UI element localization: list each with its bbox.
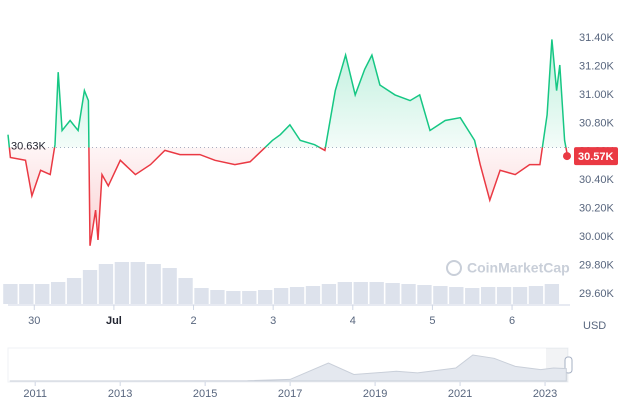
last-price-box xyxy=(574,147,618,166)
volume-bar xyxy=(305,286,321,304)
volume-bar xyxy=(401,284,416,304)
y-tick-label: 30.40K xyxy=(579,174,615,186)
y-tick-label: 30.20K xyxy=(579,203,615,215)
volume-bar xyxy=(449,287,464,304)
volume-bar xyxy=(544,284,560,304)
volume-bar xyxy=(369,282,384,304)
watermark-logo xyxy=(446,260,462,276)
navigator-tick-label: 2013 xyxy=(108,388,132,400)
volume-bar xyxy=(465,288,480,304)
x-tick-label: Jul xyxy=(106,315,122,327)
price-line xyxy=(7,39,568,246)
navigator-tick-label: 2019 xyxy=(363,388,387,400)
volume-bar xyxy=(35,284,50,304)
volume-bar xyxy=(258,290,273,304)
volume-bar xyxy=(162,268,177,304)
y-tick-label: 31.40K xyxy=(579,32,615,44)
volume-bar xyxy=(210,290,225,304)
volume-bar xyxy=(433,286,448,304)
volume-bar xyxy=(98,264,114,304)
navigator-tick-label: 2023 xyxy=(533,388,557,400)
volume-bar xyxy=(130,262,145,304)
price-area xyxy=(8,39,567,246)
y-tick-label: 29.60K xyxy=(579,288,615,300)
last-price-label: 30.57K xyxy=(578,151,614,163)
volume-bar xyxy=(226,291,241,304)
x-tick-label: 5 xyxy=(429,315,435,327)
volume-bar xyxy=(82,270,98,304)
volume-bar xyxy=(417,285,432,304)
y-tick-label: 30.80K xyxy=(579,117,615,129)
volume-bar xyxy=(385,283,400,304)
volume-bar xyxy=(178,278,193,304)
currency-label: USD xyxy=(583,320,606,332)
watermark: CoinMarketCap xyxy=(446,260,570,276)
volume-bar xyxy=(528,286,544,304)
volume-bar xyxy=(114,262,130,304)
volume-bar xyxy=(66,278,82,304)
volume-bar xyxy=(481,287,496,304)
volume-bar xyxy=(289,287,305,304)
volume-bar xyxy=(337,282,352,304)
navigator-tick-label: 2011 xyxy=(23,388,47,400)
volume-bar xyxy=(194,288,209,304)
y-tick-label: 31.00K xyxy=(579,89,615,101)
volume-bar xyxy=(146,264,161,304)
x-tick-label: 3 xyxy=(270,315,276,327)
volume-bar xyxy=(496,287,512,304)
y-tick-label: 30.00K xyxy=(579,231,615,243)
y-tick-label: 31.20K xyxy=(579,60,615,72)
watermark-text: CoinMarketCap xyxy=(467,260,570,276)
x-tick-label: 4 xyxy=(350,315,356,327)
last-price-dot xyxy=(563,152,571,161)
navigator-area xyxy=(9,354,567,382)
volume-bar xyxy=(321,284,337,304)
navigator-tick-label: 2021 xyxy=(448,388,472,400)
volume-bar xyxy=(3,284,18,304)
volume-bar xyxy=(51,282,66,304)
volume-bar xyxy=(512,287,528,304)
y-tick-label: 29.80K xyxy=(579,259,615,271)
volume-bar xyxy=(242,291,257,304)
navigator-tick-label: 2017 xyxy=(278,388,302,400)
volume-bar xyxy=(273,288,289,304)
volume-bar xyxy=(353,282,368,304)
x-tick-label: 6 xyxy=(509,315,515,327)
volume-bar xyxy=(19,284,34,304)
navigator-tick-label: 2015 xyxy=(193,388,217,400)
x-tick-label: 30 xyxy=(28,315,40,327)
x-tick-label: 2 xyxy=(190,315,196,327)
